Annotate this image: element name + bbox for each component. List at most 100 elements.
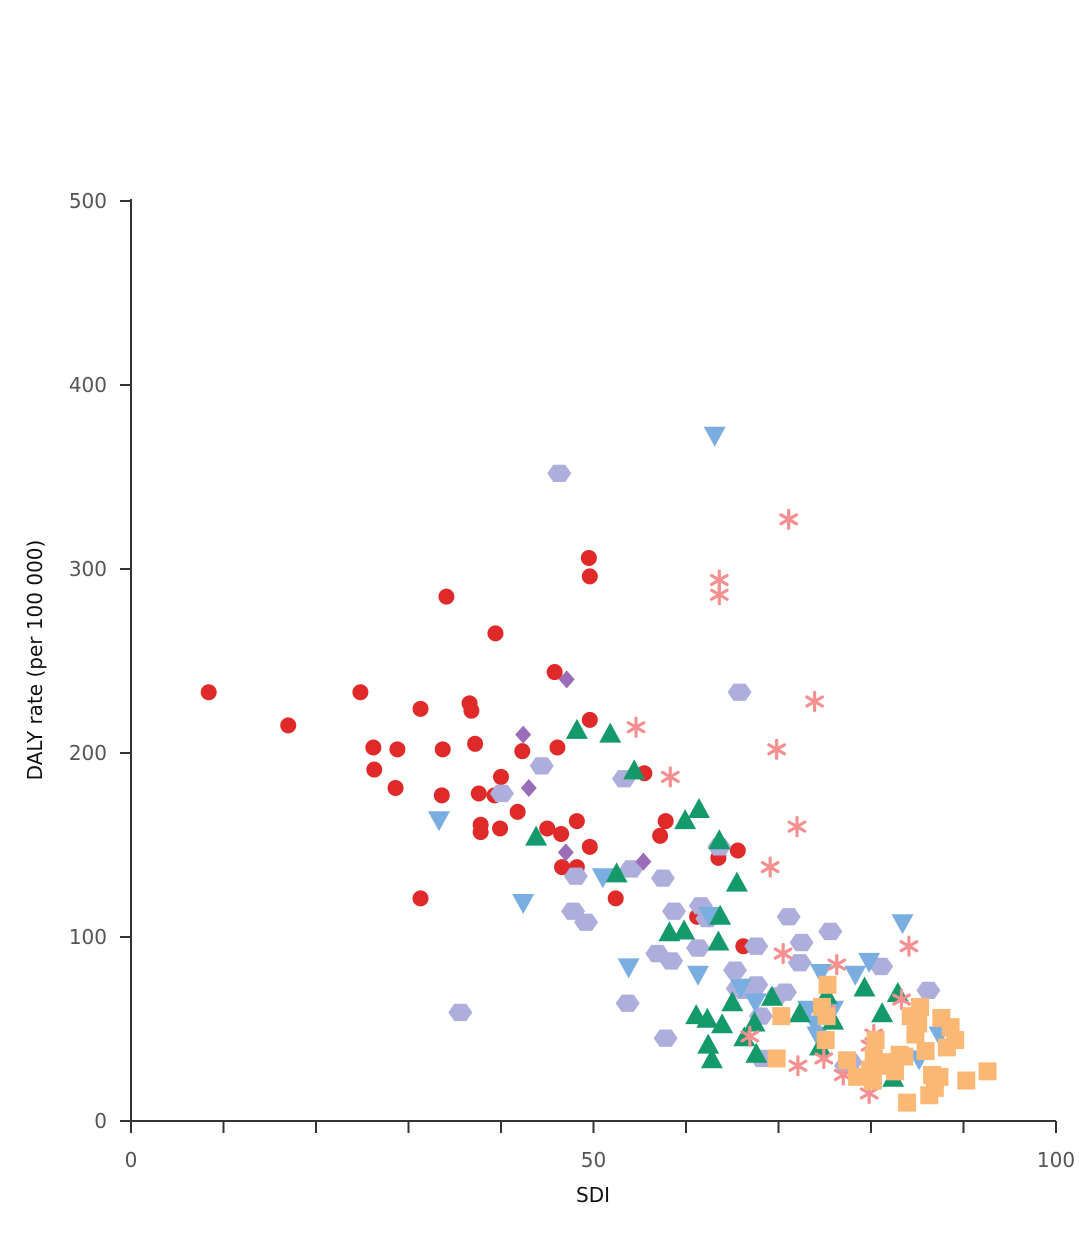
data-point-triangle-up	[599, 722, 622, 743]
data-point-triangle-up	[707, 930, 730, 951]
data-point-square	[837, 1051, 856, 1070]
data-point-asterisk	[626, 716, 646, 738]
data-point-hexagon	[723, 961, 747, 979]
data-point-circle	[438, 588, 455, 605]
data-point-hexagon	[662, 902, 686, 920]
data-point-hexagon	[574, 913, 599, 931]
data-point-hexagon	[916, 981, 941, 999]
data-point-hexagon	[659, 952, 684, 970]
data-point-square	[863, 1071, 882, 1090]
data-point-circle	[493, 768, 509, 785]
data-point-square	[916, 1042, 935, 1061]
data-point-triangle-up	[708, 829, 731, 850]
data-point-triangle-up	[697, 1033, 720, 1054]
data-point-triangle-up	[700, 1048, 723, 1069]
data-point-triangle-down	[810, 964, 832, 984]
data-point-hexagon	[818, 922, 843, 941]
data-point-triangle-up	[709, 904, 732, 925]
data-point-asterisk	[773, 942, 793, 965]
x-tick-label: 100	[1037, 1148, 1075, 1172]
data-point-asterisk	[740, 1025, 760, 1047]
data-point-triangle-down	[698, 906, 721, 927]
data-point-square	[911, 997, 930, 1016]
x-tick-label: 50	[581, 1148, 606, 1172]
y-tick-label: 500	[69, 189, 107, 213]
y-axis-title: DALY rate (per 100 000)	[23, 540, 47, 781]
data-point-triangle-down	[591, 868, 614, 889]
data-point-circle	[607, 890, 624, 907]
data-point-asterisk	[760, 856, 780, 878]
data-point-asterisk	[788, 1055, 808, 1077]
data-point-square	[909, 1014, 928, 1033]
data-point-asterisk	[805, 690, 824, 713]
data-point-triangle-up	[721, 991, 744, 1012]
data-point-square	[816, 1031, 835, 1050]
y-tick-label: 100	[69, 925, 107, 949]
data-point-hexagon	[653, 1029, 678, 1047]
data-point-circle	[412, 890, 429, 907]
y-tick-label: 300	[69, 557, 107, 581]
data-point-asterisk	[892, 988, 911, 1011]
data-point-asterisk	[827, 953, 847, 976]
data-point-triangle-down	[891, 914, 914, 935]
tick-labels: 0 50 100 0 100 200 300 400 500	[69, 189, 1075, 1172]
data-point-circle	[581, 838, 598, 855]
data-point-triangle-down	[729, 978, 752, 999]
data-point-hexagon	[650, 869, 675, 887]
data-point-circle	[539, 820, 556, 837]
data-point-triangle-down	[844, 965, 867, 986]
data-point-hexagon	[619, 860, 644, 878]
data-point-asterisk	[779, 508, 799, 530]
data-point-square	[818, 975, 837, 994]
data-point-circle	[729, 842, 746, 859]
data-point-square	[898, 1093, 917, 1112]
data-point-diamond	[515, 725, 532, 744]
x-tick-label: 0	[125, 1148, 138, 1172]
data-point-triangle-up	[871, 1002, 894, 1023]
data-point-triangle-down	[512, 894, 535, 914]
data-point-circle	[492, 820, 509, 837]
data-point-hexagon	[773, 983, 797, 1001]
data-point-diamond	[557, 843, 574, 862]
data-point-circle	[470, 785, 487, 802]
data-point-triangle-up	[788, 1002, 811, 1023]
data-point-circle	[365, 739, 382, 756]
data-point-asterisk	[899, 935, 919, 957]
data-point-circle	[433, 787, 450, 804]
data-point-square	[946, 1031, 965, 1050]
data-point-square	[930, 1067, 949, 1086]
y-tick-label: 0	[94, 1109, 107, 1133]
data-point-triangle-up	[525, 825, 548, 846]
data-point-square	[978, 1062, 997, 1081]
data-point-circle	[509, 803, 526, 820]
data-point-hexagon	[789, 933, 814, 952]
data-point-triangle-down	[703, 426, 726, 447]
data-point-triangle-up	[605, 862, 628, 883]
data-point-hexagon	[787, 954, 812, 972]
data-point-asterisk	[787, 815, 807, 838]
data-point-triangle-up	[565, 718, 588, 739]
data-point-triangle-up	[725, 871, 748, 892]
data-points	[200, 426, 997, 1112]
data-point-diamond	[558, 670, 575, 689]
data-point-circle	[366, 761, 383, 778]
axis-ticks	[120, 200, 1057, 1133]
data-point-triangle-down	[428, 811, 450, 832]
data-point-triangle-down	[617, 958, 640, 979]
data-point-circle	[554, 859, 571, 876]
data-point-asterisk	[660, 766, 680, 788]
data-point-triangle-up	[711, 1013, 734, 1034]
data-point-circle	[546, 664, 563, 681]
data-point-hexagon	[744, 937, 769, 955]
data-point-asterisk	[709, 584, 729, 606]
data-point-square	[886, 1062, 905, 1081]
data-point-diamond	[635, 852, 652, 871]
data-point-circle	[200, 684, 217, 701]
data-point-circle	[467, 735, 484, 752]
data-point-triangle-down	[858, 952, 881, 973]
y-tick-label: 400	[69, 373, 107, 397]
data-point-circle	[553, 825, 570, 842]
data-point-triangle-up	[761, 985, 783, 1006]
data-point-circle	[434, 741, 451, 758]
